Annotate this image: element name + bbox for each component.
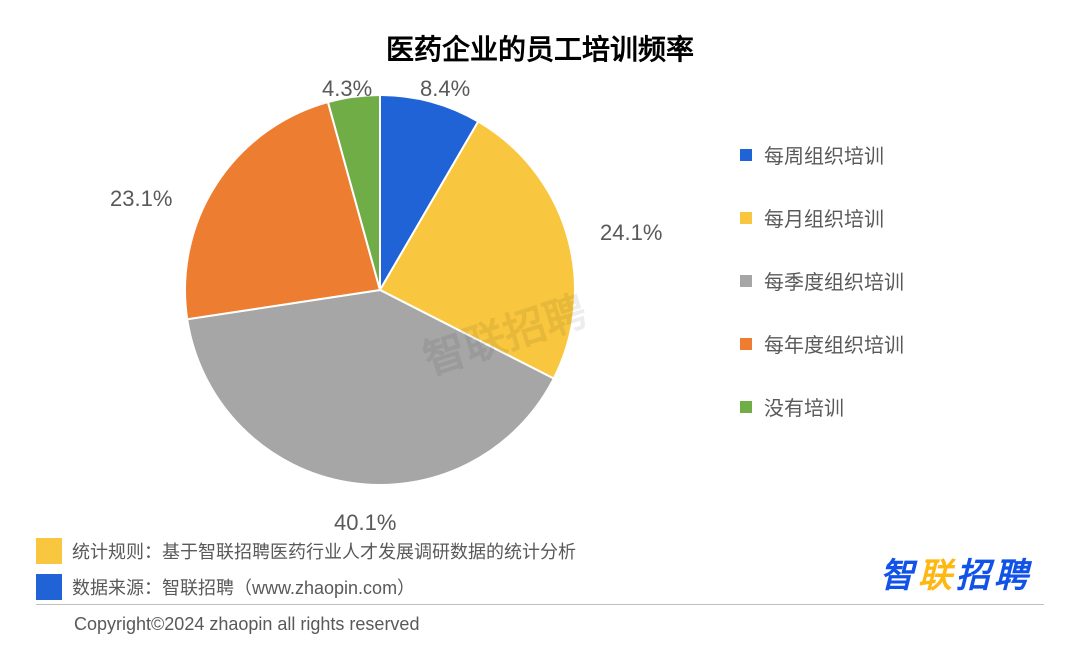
slice-label-0: 8.4% (420, 76, 470, 102)
brand-part-1: 智 (880, 557, 918, 595)
divider (36, 604, 1044, 605)
slice-label-4: 4.3% (322, 76, 372, 102)
slice-label-2: 40.1% (334, 510, 396, 536)
legend-swatch-0 (740, 149, 752, 161)
legend-swatch-2 (740, 275, 752, 287)
legend-item-3: 每年度组织培训 (740, 329, 904, 358)
legend-label-3: 每年度组织培训 (764, 329, 904, 358)
legend-swatch-4 (740, 401, 752, 413)
footnote-text-1: 数据来源：智联招聘（www.zhaopin.com） (72, 574, 415, 600)
footnote-row-1: 数据来源：智联招聘（www.zhaopin.com） (36, 574, 576, 600)
legend-item-4: 没有培训 (740, 392, 904, 421)
footnote-swatch-1 (36, 574, 62, 600)
legend-label-0: 每周组织培训 (764, 140, 884, 169)
legend-label-4: 没有培训 (764, 392, 844, 421)
legend-swatch-3 (740, 338, 752, 350)
brand-logo: 智联招聘 (880, 548, 1032, 597)
copyright: Copyright©2024 zhaopin all rights reserv… (74, 614, 419, 635)
chart-title: 医药企业的员工培训频率 (0, 28, 1080, 68)
footnote-text-0: 统计规则：基于智联招聘医药行业人才发展调研数据的统计分析 (72, 538, 576, 564)
legend-item-2: 每季度组织培训 (740, 266, 904, 295)
legend-item-0: 每周组织培训 (740, 140, 904, 169)
chart-container: 医药企业的员工培训频率 8.4% 24.1% 40.1% 23.1% 4.3% … (0, 0, 1080, 651)
slice-label-1: 24.1% (600, 220, 662, 246)
pie-chart (180, 90, 580, 490)
slice-label-3: 23.1% (110, 186, 172, 212)
legend: 每周组织培训 每月组织培训 每季度组织培训 每年度组织培训 没有培训 (740, 140, 904, 421)
legend-item-1: 每月组织培训 (740, 203, 904, 232)
brand-part-2: 联 (918, 557, 956, 595)
legend-label-1: 每月组织培训 (764, 203, 884, 232)
footnotes: 统计规则：基于智联招聘医药行业人才发展调研数据的统计分析 数据来源：智联招聘（w… (36, 538, 576, 600)
legend-label-2: 每季度组织培训 (764, 266, 904, 295)
footnote-swatch-0 (36, 538, 62, 564)
pie-svg (180, 90, 580, 490)
legend-swatch-1 (740, 212, 752, 224)
footnote-row-0: 统计规则：基于智联招聘医药行业人才发展调研数据的统计分析 (36, 538, 576, 564)
brand-part-3: 招聘 (956, 557, 1032, 595)
